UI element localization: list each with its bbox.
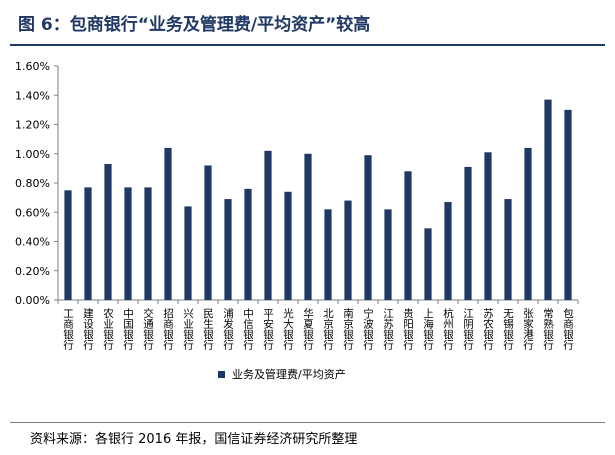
legend-swatch [218,371,225,378]
legend-label: 业务及管理费/平均资产 [232,367,346,381]
x-category-label: 杭州银行 [442,307,454,351]
x-category-label: 苏农银行 [482,307,494,351]
x-category-label: 江阴银行 [462,308,474,351]
chart-area: 0.00% 0.20% 0.40% 0.60% 0.80% 1.00% 1.20% 1.40%… [0,48,615,418]
y-tick-label: 1.40% [15,89,50,102]
bar [84,187,92,300]
x-category-label: 贵阳银行 [402,307,414,351]
x-category-label: 宁波银行 [362,307,374,351]
bar [284,191,292,300]
y-tick-label: 0.00% [15,294,50,307]
x-category-label: 交通银行 [142,307,154,351]
bar [324,209,332,300]
x-category-label: 民生银行 [202,308,214,351]
figure-header: 图 6：包商银行“业务及管理费/平均资产”较高 [0,0,615,46]
bar [544,99,552,300]
bar-chart: 0.00% 0.20% 0.40% 0.60% 0.80% 1.00% 1.20% 1.40%… [15,60,579,381]
x-category-label: 南京银行 [342,307,354,351]
y-tick-label: 0.20% [15,265,50,278]
x-category-label: 农业银行 [102,307,114,351]
x-category-label: 北京银行 [322,308,334,351]
bar [244,188,252,300]
x-category-label: 招商银行 [162,307,174,351]
bar [164,147,172,300]
bar [444,202,452,300]
y-tick-label: 0.60% [15,206,50,219]
x-category-label: 中信银行 [242,307,254,351]
x-category-label: 浦发银行 [222,307,234,351]
bar [524,147,532,300]
x-category-label: 光大银行 [282,307,294,351]
x-category-label: 无锡银行 [502,308,514,351]
x-category-label: 包商银行 [562,307,574,351]
bar [384,209,392,300]
bar [564,109,572,300]
bar [424,228,432,300]
y-tick-label: 0.80% [15,177,50,190]
y-tick-label: 1.60% [15,60,50,73]
x-category-label: 中国银行 [122,307,134,351]
bar [124,187,132,300]
bar [224,199,232,300]
x-category-label: 工商银行 [62,308,74,351]
y-tick-label: 0.40% [15,236,50,249]
bar [404,171,412,300]
bar [464,166,472,300]
x-category-label: 华夏银行 [302,307,314,351]
bar [64,190,72,300]
x-category-label: 平安银行 [262,308,274,351]
x-category-label: 常熟银行 [542,307,554,351]
bar [504,199,512,300]
x-category-label: 建设银行 [82,307,94,351]
y-tick-label: 1.00% [15,148,50,161]
x-category-label: 江苏银行 [382,308,394,351]
bar [344,200,352,300]
bottom-rule [10,422,605,423]
bar [264,150,272,300]
bar [104,163,112,300]
figure-title: 图 6：包商银行“业务及管理费/平均资产”较高 [18,15,371,35]
bar [184,206,192,300]
bar [364,155,372,300]
bar [204,165,212,300]
x-category-label: 张家港行 [522,308,534,351]
y-tick-label: 1.20% [15,119,50,132]
bar [144,187,152,300]
title-rule [10,44,605,46]
x-category-label: 上海银行 [422,308,434,351]
bar [304,153,312,300]
x-category-label: 兴业银行 [182,308,194,351]
bar [484,152,492,300]
source-note: 资料来源：各银行 2016 年报，国信证券经济研究所整理 [30,432,358,447]
